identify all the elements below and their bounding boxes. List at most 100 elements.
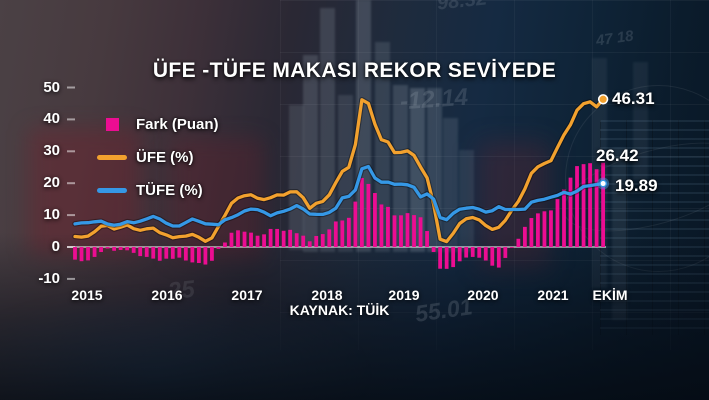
ufe-end-value-label: 46.31 <box>612 89 655 108</box>
y-axis-tick-label: 50 <box>43 78 60 96</box>
fark-bar <box>373 193 377 247</box>
fark-bar <box>118 247 123 250</box>
fark-bar <box>483 247 488 261</box>
fark-bar <box>249 232 253 248</box>
fark-bar <box>503 247 508 258</box>
fark-bar <box>327 229 332 247</box>
fark-bar <box>438 247 443 269</box>
fark-bar <box>542 211 547 247</box>
fark-bar <box>581 164 586 247</box>
x-axis-tick-label: 2017 <box>231 287 263 303</box>
fark-bar <box>144 247 149 257</box>
fark-bar <box>255 235 260 247</box>
fark-bar <box>73 247 77 260</box>
fark-bar <box>451 247 456 268</box>
x-axis-tick-label: EKİM <box>592 287 628 303</box>
fark-bar <box>490 247 495 266</box>
fark-bar <box>529 218 534 247</box>
fark-bar <box>125 247 130 251</box>
fark-bar <box>320 234 325 247</box>
fark-bars <box>73 162 606 269</box>
fark-bar <box>549 210 553 247</box>
fark-bar <box>536 213 540 247</box>
fark-bar <box>301 235 306 247</box>
y-axis-tick-label: 30 <box>43 142 60 160</box>
legend-label: Fark (Puan) <box>136 116 219 133</box>
fark-bar <box>522 226 527 247</box>
fark-bar <box>236 230 240 247</box>
y-axis-tick-label: 0 <box>51 238 60 255</box>
x-axis-tick-label: 2018 <box>311 287 343 303</box>
fark-bar <box>588 163 592 247</box>
fark-bar <box>418 217 423 247</box>
fark-bar <box>281 230 286 247</box>
fark-bar <box>594 169 599 247</box>
fark-bar <box>314 235 319 247</box>
ufe-line <box>73 97 605 244</box>
fark-bar <box>275 228 280 247</box>
fark-bar <box>79 247 84 262</box>
fark-bar <box>516 238 521 247</box>
fark-bar <box>294 233 299 247</box>
fark-bar <box>242 231 247 247</box>
fark-bar <box>164 247 169 259</box>
fark-bar <box>307 241 312 247</box>
fark-bar <box>444 247 449 269</box>
fark-bar <box>262 234 266 247</box>
line-swatch-icon <box>92 188 132 193</box>
fark-bar <box>353 201 358 247</box>
fark-bar <box>229 232 234 247</box>
fark-bar <box>340 220 345 247</box>
tufe-line <box>73 164 605 228</box>
y-axis-tick-label: -10 <box>38 269 60 287</box>
fark-bar <box>183 247 188 261</box>
y-axis-tick-label: 10 <box>43 206 60 224</box>
fark-bar <box>333 221 338 247</box>
x-axis-tick-label: 2020 <box>467 287 499 303</box>
fark-bar <box>138 247 143 257</box>
bar-swatch-icon <box>92 118 132 131</box>
fark-bar <box>157 247 162 261</box>
fark-bar <box>575 166 579 247</box>
ufe-line-shadow <box>72 96 606 245</box>
fark-bar <box>431 247 436 252</box>
fark-bar <box>496 247 501 268</box>
fark-bar <box>223 242 227 247</box>
fark-bar <box>99 247 103 253</box>
fark-bar <box>131 247 136 253</box>
fark-bar <box>288 229 293 247</box>
fark-bar <box>412 215 416 247</box>
fark-bar <box>568 177 573 247</box>
fark-bar <box>359 178 364 247</box>
fark-bar <box>509 247 514 248</box>
fark-bar <box>601 162 606 247</box>
fark-bar <box>470 247 475 257</box>
x-axis-tick-label: 2015 <box>71 287 103 303</box>
fark-bar <box>425 231 429 247</box>
legend: Fark (Puan) ÜFE (%) TÜFE (%) <box>92 108 219 207</box>
legend-item-fark: Fark (Puan) <box>92 108 219 141</box>
x-axis-tick-label: 2016 <box>151 287 183 303</box>
legend-item-tufe: TÜFE (%) <box>92 174 219 207</box>
fark-bar <box>170 247 175 259</box>
source-caption: KAYNAK: TÜİK <box>289 302 390 318</box>
fark-bar <box>366 183 371 247</box>
fark-bar <box>399 215 403 247</box>
fark-bar <box>392 215 397 247</box>
y-axis-tick-label: 20 <box>43 174 60 192</box>
fark-bar <box>92 247 97 257</box>
fark-bar <box>216 247 221 249</box>
fark-bar <box>346 217 351 247</box>
fark-bar <box>196 247 201 264</box>
tufe-end-value-label: 19.89 <box>615 176 658 195</box>
page-title: ÜFE -TÜFE MAKASI REKOR SEVİYEDE <box>152 59 557 82</box>
fark-bar <box>562 189 566 247</box>
fark-bar <box>386 206 390 247</box>
y-axis-tick-label: 40 <box>43 110 60 128</box>
fark-bar <box>151 247 156 259</box>
fark-bar <box>555 199 560 247</box>
legend-item-ufe: ÜFE (%) <box>92 141 219 174</box>
fark-bar <box>457 247 462 262</box>
fark-bar <box>210 247 214 261</box>
